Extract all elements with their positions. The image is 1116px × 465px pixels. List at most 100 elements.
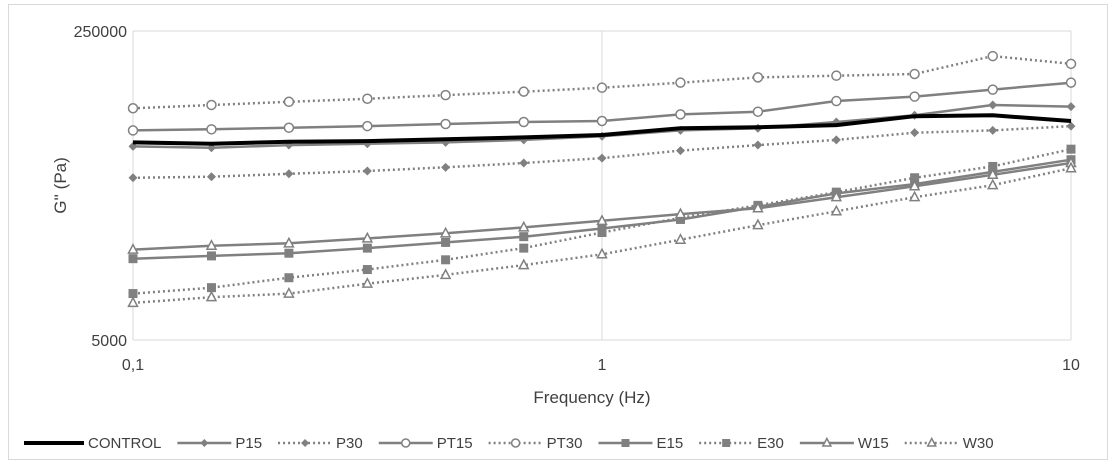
data-point-p30: [675, 146, 685, 156]
legend-marker-w15: [821, 436, 833, 447]
data-point-pt30: [283, 96, 295, 108]
legend-label-control: CONTROL: [88, 435, 161, 452]
data-point-e30: [362, 265, 372, 275]
legend-marker-e30: [722, 439, 731, 447]
series-p30: [128, 121, 1076, 183]
legend-item-e30: E30: [699, 435, 784, 452]
data-point-pt30: [518, 86, 529, 97]
data-point-p30: [910, 128, 920, 138]
data-point-e15: [362, 243, 372, 253]
data-point-pt15: [1065, 77, 1077, 88]
data-point-pt30: [596, 82, 608, 93]
data-point-w15: [205, 239, 218, 250]
data-point-pt30: [206, 99, 217, 111]
x-axis-title: Frequency (Hz): [533, 388, 650, 407]
series-w30: [127, 161, 1077, 308]
legend-item-p15: P15: [177, 435, 262, 452]
data-point-w15: [908, 179, 921, 191]
data-point-w30: [439, 268, 452, 280]
data-point-pt30: [440, 89, 451, 101]
series-line-control: [132, 113, 1072, 146]
legend-item-w30: W30: [904, 435, 994, 452]
data-point-pt30: [675, 77, 686, 88]
x-tick-label: 1: [598, 357, 607, 374]
legend-label-p15: P15: [235, 435, 262, 452]
data-point-w30: [908, 190, 921, 202]
data-point-w30: [127, 296, 139, 308]
legend-item-w15: W15: [799, 435, 889, 452]
data-point-w15: [987, 168, 999, 180]
data-point-w15: [752, 201, 764, 213]
series-layer: [127, 50, 1077, 308]
series-pt30: [127, 50, 1077, 114]
data-point-pt15: [831, 95, 842, 107]
data-point-w30: [518, 258, 530, 270]
data-point-pt30: [831, 70, 842, 81]
legend-label-pt30: PT30: [547, 435, 583, 452]
data-point-p30: [128, 173, 138, 183]
legend-label-pt15: PT15: [437, 435, 473, 452]
data-point-p30: [831, 135, 841, 145]
data-point-w30: [987, 178, 999, 190]
data-point-e30: [1066, 144, 1076, 154]
data-point-w30: [752, 218, 764, 230]
legend-label-e30: E30: [757, 435, 784, 452]
data-point-pt15: [909, 91, 920, 102]
data-point-pt30: [752, 72, 764, 83]
data-point-p30: [284, 169, 294, 179]
data-point-p15: [988, 100, 998, 110]
y-tick-label: 5000: [91, 333, 127, 350]
data-point-pt15: [362, 120, 373, 132]
data-point-w30: [596, 247, 608, 259]
data-point-e30: [988, 161, 998, 171]
legend-marker-w30: [926, 436, 937, 447]
legend-item-e15: E15: [598, 435, 683, 452]
data-point-pt15: [206, 124, 217, 135]
legend-label-p30: P30: [336, 435, 363, 452]
data-point-w15: [596, 214, 608, 226]
data-point-w30: [674, 233, 687, 244]
data-point-pt15: [440, 118, 451, 130]
data-point-w15: [674, 207, 687, 219]
legend: CONTROL P15 P30 PT15 PT30 E15 E30 W15 W30: [24, 435, 994, 452]
legend-marker-pt15: [401, 438, 411, 448]
data-point-e15: [128, 254, 138, 264]
data-point-pt15: [596, 115, 608, 127]
data-point-w30: [830, 204, 843, 216]
data-point-w30: [205, 290, 218, 302]
legend-item-p30: P30: [278, 435, 363, 452]
data-point-pt15: [675, 109, 686, 120]
data-point-w15: [361, 231, 374, 243]
series-pt15: [127, 77, 1077, 136]
data-point-pt30: [362, 93, 373, 105]
data-point-w30: [283, 286, 295, 298]
series-w15: [127, 156, 1077, 254]
data-point-e30: [519, 243, 529, 253]
data-point-pt15: [283, 122, 295, 133]
data-point-p30: [988, 125, 998, 135]
data-point-w30: [1065, 161, 1077, 173]
data-point-e15: [441, 237, 451, 247]
data-point-e30: [441, 255, 451, 265]
x-tick-label: 10: [1062, 357, 1080, 374]
legend-label-w15: W15: [858, 435, 889, 452]
data-point-p30: [362, 166, 372, 176]
data-point-e30: [284, 273, 294, 283]
legend-label-e15: E15: [656, 435, 683, 452]
legend-item-pt15: PT15: [378, 435, 473, 452]
data-point-e30: [128, 289, 138, 299]
data-point-e15: [284, 248, 294, 258]
y-axis-title: G'' (Pa): [51, 157, 70, 214]
axes: 0,1 1 10 5000 250000 Frequency (Hz) G'' (Pa): [51, 24, 1080, 407]
data-point-pt15: [987, 84, 998, 95]
legend-marker-p15: [200, 439, 209, 447]
data-point-p30: [519, 158, 529, 168]
x-tick-label: 0,1: [122, 357, 144, 374]
data-point-p30: [206, 172, 216, 182]
data-point-pt30: [909, 68, 920, 80]
data-point-e15: [519, 232, 529, 242]
data-point-pt30: [127, 103, 139, 114]
data-point-w30: [361, 277, 374, 288]
series-control: [132, 113, 1072, 146]
